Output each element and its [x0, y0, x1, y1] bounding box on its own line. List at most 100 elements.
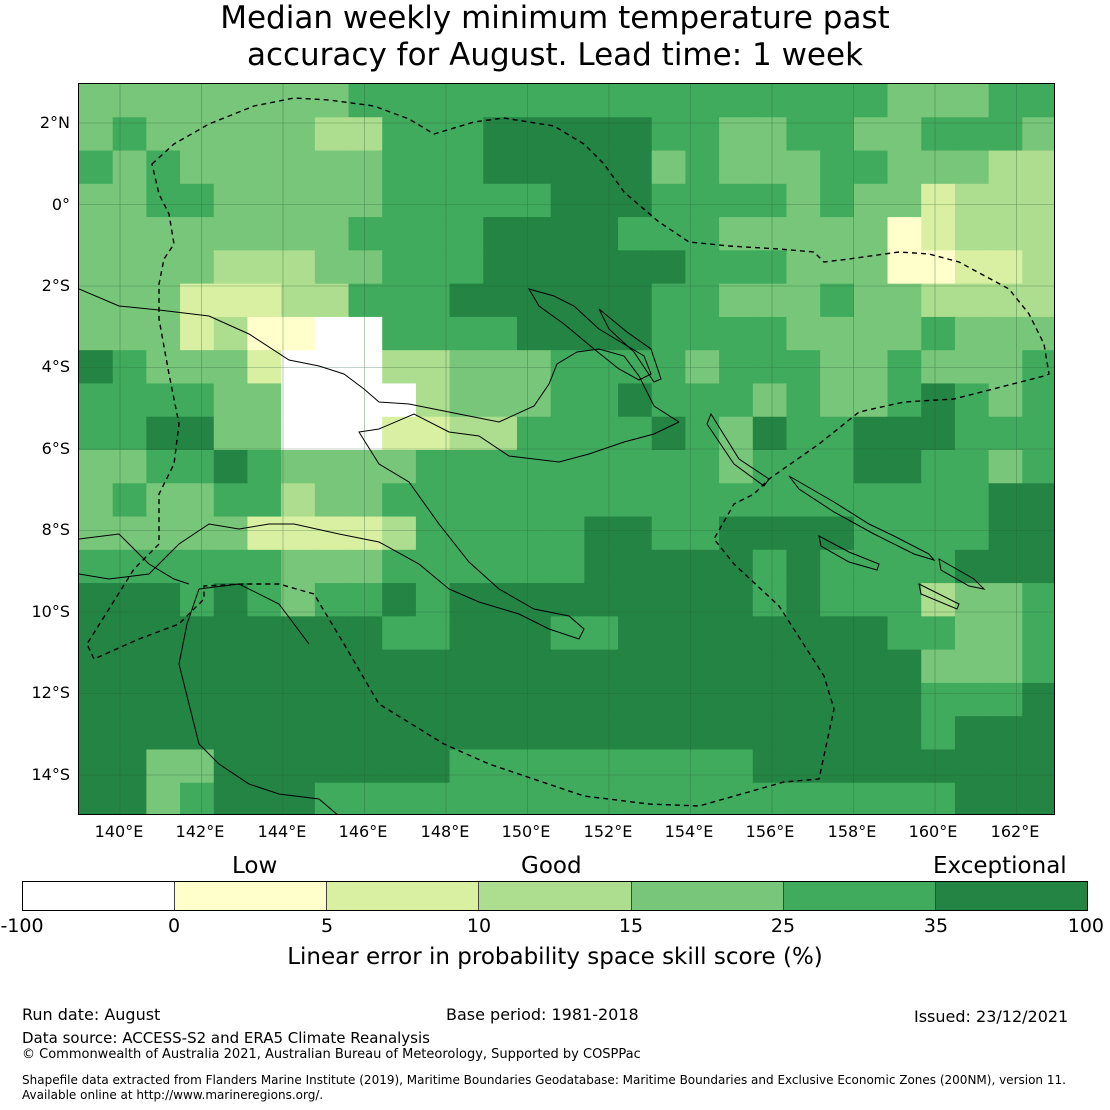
skill-cell [146, 616, 181, 651]
skill-cell [954, 649, 990, 684]
skill-cell [79, 649, 114, 684]
skill-cell [752, 217, 788, 251]
lon-label: 150°E [501, 822, 551, 841]
category-exceptional: Exceptional [933, 853, 1067, 879]
skill-cell [719, 782, 754, 814]
colorbar-segment [23, 882, 176, 910]
skill-cell [1022, 150, 1054, 185]
skill-cell [685, 250, 720, 285]
skill-cell [887, 283, 922, 318]
skill-cell [853, 583, 889, 617]
skill-cell [382, 649, 417, 684]
skill-cell [247, 217, 282, 251]
skill-cell [954, 183, 990, 218]
skill-cell [79, 516, 114, 551]
skill-cell [348, 316, 383, 351]
skill-cell [415, 283, 451, 318]
skill-cell [348, 782, 383, 814]
skill-cell [146, 183, 181, 218]
skill-cell [483, 516, 518, 551]
skill-cell [651, 483, 687, 518]
skill-cell [449, 416, 484, 451]
skill-cell [887, 583, 922, 617]
skill-cell [719, 616, 754, 651]
skill-cell [853, 416, 889, 451]
skill-cell [618, 217, 653, 251]
skill-cell [382, 316, 417, 351]
colorbar [22, 881, 1088, 911]
skill-cell [921, 117, 956, 152]
skill-cell [887, 150, 922, 185]
skill-cell [382, 84, 417, 118]
skill-cell [348, 450, 383, 484]
skill-cell [887, 117, 922, 152]
skill-cell [516, 183, 552, 218]
skill-cell [954, 350, 990, 385]
skill-cell [954, 250, 990, 285]
skill-cell [247, 749, 282, 784]
australia-gulf-coast [79, 533, 190, 585]
skill-cell [281, 682, 316, 717]
skill-cell [79, 549, 114, 584]
skill-cell [281, 549, 316, 584]
skill-cell [853, 316, 889, 351]
skill-cell [550, 217, 585, 251]
skill-cell [415, 616, 451, 651]
skill-cell [550, 316, 585, 351]
skill-cell [180, 483, 215, 518]
skill-cell [820, 217, 855, 251]
lon-label: 148°E [420, 822, 470, 841]
skill-cell [887, 782, 922, 814]
skill-cell [213, 117, 249, 152]
skill-cell [415, 649, 451, 684]
skill-cell [786, 84, 821, 118]
skill-cell [853, 84, 889, 118]
colorbar-segment [175, 882, 328, 910]
skill-cell [921, 516, 956, 551]
colorbar-tick: 35 [923, 915, 949, 937]
skill-cell [719, 84, 754, 118]
skill-cell [314, 649, 350, 684]
colorbar-segment [631, 882, 784, 910]
skill-cell [415, 316, 451, 351]
skill-cell [281, 217, 316, 251]
skill-cell [180, 350, 215, 385]
skill-cell [1022, 183, 1054, 218]
skill-cell [853, 183, 889, 218]
skill-cell [180, 150, 215, 185]
skill-cell [1022, 383, 1054, 418]
skill-cell [79, 616, 114, 651]
skill-cell [921, 84, 956, 118]
skill-cell [449, 583, 484, 617]
skill-cell [685, 283, 720, 318]
skill-cell [853, 283, 889, 318]
skill-cell [651, 450, 687, 484]
skill-cell [550, 682, 585, 717]
skill-cell [180, 583, 215, 617]
skill-cell [281, 250, 316, 285]
skill-cell [213, 716, 249, 751]
skill-cell [618, 516, 653, 551]
skill-cell [449, 716, 484, 751]
skill-cell [651, 416, 687, 451]
skill-cell [786, 250, 821, 285]
skill-cell [786, 316, 821, 351]
skill-cell [921, 583, 956, 617]
skill-cell [415, 84, 451, 118]
skill-cell [483, 483, 518, 518]
skill-cell [618, 283, 653, 318]
skill-cell [112, 250, 147, 285]
skill-cell [921, 183, 956, 218]
skill-cell [483, 682, 518, 717]
skill-map[interactable] [78, 83, 1055, 815]
skill-cell [887, 483, 922, 518]
skill-cell [314, 416, 350, 451]
skill-cell [921, 682, 956, 717]
skill-cell [584, 450, 619, 484]
skill-cell [348, 283, 383, 318]
skill-cell [382, 150, 417, 185]
skill-cell [314, 483, 350, 518]
colorbar-tick: -100 [0, 915, 44, 937]
skill-cell [853, 117, 889, 152]
skill-cell [1022, 682, 1054, 717]
